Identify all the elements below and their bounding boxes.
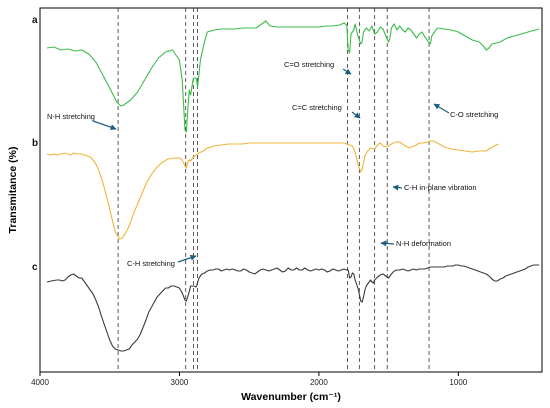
annotation-label: C=C stretching — [292, 103, 342, 112]
x-tick-label: 2000 — [310, 378, 328, 387]
annotation-arrow — [392, 184, 403, 191]
y-axis-title: Transmitance (%) — [7, 147, 19, 234]
x-tick-label: 1000 — [449, 378, 467, 387]
annotation-arrow — [380, 240, 395, 247]
annotation-label: C-O stretching — [450, 110, 498, 119]
band-annotations: N-H stretching C-H stretching C=O stretchi… — [47, 60, 498, 268]
x-tick-label: 4000 — [31, 378, 49, 387]
reference-lines — [117, 8, 430, 372]
spectra-traces — [46, 20, 540, 352]
trace-c — [46, 264, 540, 352]
annotation-label: C-H stretching — [127, 259, 175, 268]
annotation-c-c-stretching: C=C stretching — [292, 103, 361, 119]
annotation-label: N-H stretching — [47, 112, 95, 121]
trace-b — [46, 140, 499, 240]
annotation-n-h-stretching: N-H stretching — [47, 112, 117, 131]
annotation-c-o-stretching: C=O stretching — [284, 60, 352, 75]
annotation-arrow — [433, 103, 450, 114]
trace-label-c: c — [32, 262, 38, 273]
plot-frame — [39, 7, 543, 373]
annotation-c-h-stretching: C-H stretching — [127, 254, 197, 268]
annotation-label: C=O stretching — [284, 60, 334, 69]
annotation-arrow — [177, 254, 197, 263]
annotation-arrow — [342, 68, 352, 75]
annotation-label: C-H in-plane vibration — [404, 183, 477, 192]
annotation-n-h-deformation: N-H deformation — [380, 239, 451, 248]
x-axis-ticks: 4000 3000 2000 1000 — [31, 372, 468, 387]
annotation-arrow — [351, 111, 361, 119]
annotation-c-o-stretching: C-O stretching — [433, 103, 498, 119]
trace-a — [46, 20, 540, 133]
annotation-label: N-H deformation — [396, 239, 451, 248]
trace-label-a: a — [32, 15, 38, 26]
x-axis-title: Wavenumber (cm⁻¹) — [241, 391, 341, 403]
annotation-c-h-in-plane-vibration: C-H in-plane vibration — [392, 183, 477, 192]
annotation-arrow — [92, 120, 117, 131]
trace-label-b: b — [32, 138, 38, 149]
x-tick-label: 3000 — [171, 378, 189, 387]
